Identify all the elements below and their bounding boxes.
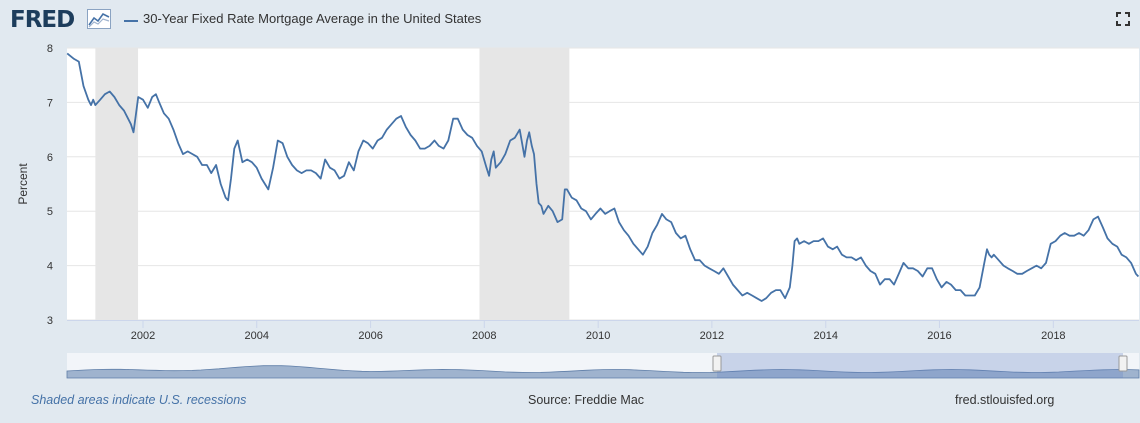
recession-note: Shaded areas indicate U.S. recessions — [31, 393, 247, 407]
x-tick-2002: 2002 — [131, 330, 155, 342]
recession-bands — [95, 48, 570, 320]
site-link[interactable]: fred.stlouisfed.org — [955, 393, 1055, 407]
chart-title: 30-Year Fixed Rate Mortgage Average in t… — [143, 11, 482, 26]
navigator-area — [66, 365, 1140, 379]
navigator-selection[interactable] — [717, 353, 1123, 378]
series-line-1[interactable] — [66, 52, 1140, 302]
fullscreen-icon[interactable] — [1116, 12, 1130, 26]
x-tick-2006: 2006 — [358, 330, 382, 342]
y-tick-4: 4 — [47, 261, 53, 273]
fred-chart-icon — [87, 9, 111, 29]
fred-logo[interactable]: FRED — [10, 7, 75, 33]
x-tick-2008: 2008 — [472, 330, 496, 342]
navigator-handle-right[interactable] — [1118, 355, 1128, 372]
legend-line — [124, 20, 138, 22]
x-tick-2018: 2018 — [1041, 330, 1065, 342]
y-tick-labels: 3 4 5 6 7 8 — [47, 43, 53, 327]
x-tick-2014: 2014 — [814, 330, 838, 342]
x-tick-2010: 2010 — [586, 330, 610, 342]
x-tick-2012: 2012 — [700, 330, 724, 342]
y-tick-5: 5 — [47, 206, 53, 218]
series-line — [66, 52, 1140, 302]
navigator-handle-left[interactable] — [712, 355, 722, 372]
chart-header: FRED 30-Year Fixed Rate Mortgage Average… — [0, 0, 1140, 40]
x-tick-labels: 2002 2004 2006 2008 2010 2012 2014 2016 2018 — [67, 320, 1139, 342]
recession-band-1 — [95, 48, 139, 320]
plot-background — [67, 48, 1139, 320]
x-tick-2004: 2004 — [244, 330, 268, 342]
y-axis-label: Percent — [16, 163, 30, 205]
recession-band-2 — [479, 48, 570, 320]
source-note: Source: Freddie Mac — [528, 393, 645, 407]
x-tick-2016: 2016 — [927, 330, 951, 342]
y-tick-6: 6 — [47, 152, 53, 164]
y-tick-3: 3 — [47, 315, 53, 327]
y-tick-7: 7 — [47, 97, 53, 109]
time-navigator — [66, 353, 1140, 379]
y-tick-8: 8 — [47, 43, 53, 55]
